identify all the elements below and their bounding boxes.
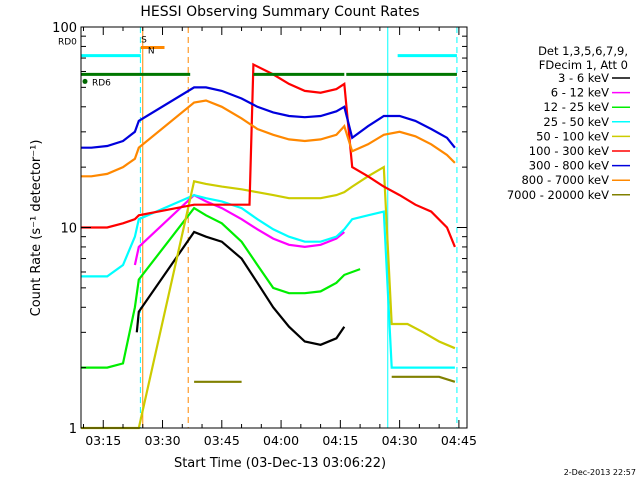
series-line-8 — [194, 375, 456, 383]
legend-title-line-2: FDecim 1, Att 0 — [539, 58, 628, 72]
flag-rd6-marker — [82, 78, 88, 84]
flags-layer: RD0 RD6 SN — [58, 36, 457, 88]
x-tick-label-3: 04:00 — [263, 433, 299, 448]
series-line-3 — [81, 193, 455, 369]
y-tick-label-0: 1 — [69, 422, 77, 437]
flag-label-rd0: RD0 — [58, 38, 77, 48]
generation-timestamp: 2-Dec-2013 22:57 — [564, 468, 636, 477]
series-line-2 — [81, 206, 361, 369]
x-tick-label-0: 03:15 — [85, 433, 121, 448]
flag-label-n: N — [148, 47, 155, 57]
y-tick-label-2: 100 — [52, 21, 77, 36]
legend-label-6: 300 - 800 keV — [529, 159, 609, 173]
flag-label-rd6: RD6 — [92, 78, 111, 88]
x-tick-label-6: 04:45 — [441, 433, 477, 448]
flag-label-s: S — [141, 36, 147, 46]
legend-label-7: 800 - 7000 keV — [521, 173, 609, 187]
y-tick-label-1: 10 — [60, 222, 77, 237]
series-line-0 — [135, 230, 346, 346]
x-axis: 03:15 03:30 03:45 04:00 04:15 04:30 04:45 — [82, 27, 477, 448]
series-layer — [81, 62, 456, 430]
mode-change-lines — [139, 27, 458, 428]
y-axis-label: Count Rate (s⁻¹ detector⁻¹) — [29, 140, 44, 317]
legend-label-1: 6 - 12 keV — [551, 86, 609, 100]
legend-label-4: 50 - 100 keV — [536, 129, 609, 143]
legend-title-line-1: Det 1,3,5,6,7,9, — [538, 44, 628, 58]
legend-label-8: 7000 - 20000 keV — [507, 188, 609, 202]
y-axis: 1 10 100 — [52, 21, 467, 437]
legend-label-5: 100 - 300 keV — [529, 144, 609, 158]
series-line-5 — [81, 62, 456, 248]
x-tick-label-1: 03:30 — [145, 433, 181, 448]
chart-title: HESSI Observing Summary Count Rates — [140, 4, 419, 20]
x-tick-label-4: 04:15 — [322, 433, 358, 448]
x-tick-label-2: 03:45 — [204, 433, 240, 448]
series-line-7 — [81, 99, 456, 178]
legend-label-0: 3 - 6 keV — [558, 71, 609, 85]
legend: Det 1,3,5,6,7,9, FDecim 1, Att 0 3 - 6 k… — [507, 44, 630, 202]
x-tick-label-5: 04:30 — [382, 433, 418, 448]
series-line-6 — [81, 86, 456, 149]
legend-label-3: 25 - 50 keV — [543, 115, 609, 129]
x-axis-label: Start Time (03-Dec-13 03:06:22) — [174, 456, 386, 471]
legend-label-2: 12 - 25 keV — [543, 100, 609, 114]
